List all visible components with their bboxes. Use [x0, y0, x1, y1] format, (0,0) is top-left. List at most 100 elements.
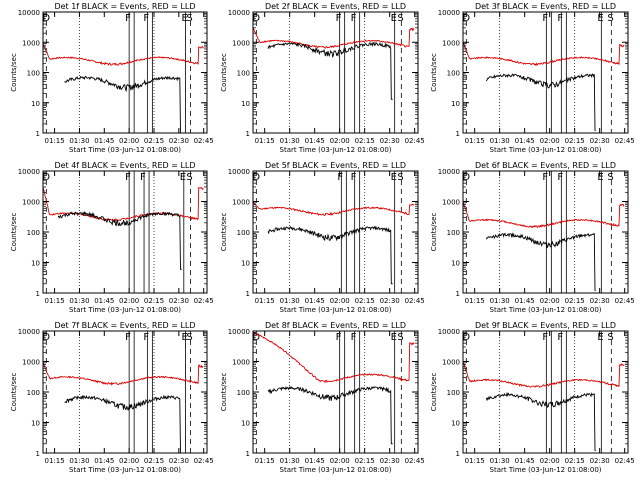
marker-label: D	[252, 332, 260, 343]
x-tick-label: 01:30	[69, 457, 89, 465]
x-tick-label: 02:45	[194, 297, 214, 305]
marker-label: S	[397, 172, 403, 183]
x-tick-label: 02:15	[144, 457, 164, 465]
x-tick-label: 02:45	[194, 457, 214, 465]
marker-label: F	[143, 332, 149, 343]
x-tick-label: 01:45	[305, 297, 325, 305]
x-tick-label: 01:30	[490, 457, 510, 465]
y-axis-label: Counts/sec	[220, 213, 228, 252]
panel-title: Det 1f BLACK = Events, RED = LLD	[54, 2, 195, 11]
panel-title: Det 7f BLACK = Events, RED = LLD	[54, 321, 195, 330]
marker-label: F	[125, 332, 131, 343]
x-tick-label: 02:45	[194, 137, 214, 145]
x-tick-label: 01:15	[255, 137, 275, 145]
x-tick-label: 02:00	[119, 297, 139, 305]
plot-frame	[252, 330, 419, 454]
y-axis-label: Counts/sec	[220, 53, 228, 92]
x-tick-label: 01:30	[280, 137, 300, 145]
marker-label: D	[42, 172, 50, 183]
x-tick-label: 01:15	[465, 137, 485, 145]
marker-label: E	[181, 332, 187, 343]
y-tick-label: 10000	[228, 168, 250, 176]
y-tick-label: 1	[456, 450, 460, 458]
x-tick-label: 02:00	[330, 457, 350, 465]
x-tick-label: 01:30	[490, 137, 510, 145]
detector-panel-5: Det 5f BLACK = Events, RED = LLD Counts/s…	[220, 161, 425, 314]
x-axis-label: Start Time (03-Jun-12 01:08:00)	[69, 466, 181, 474]
lld-series-line	[462, 361, 625, 388]
x-axis-label: Start Time (03-Jun-12 01:08:00)	[280, 146, 392, 154]
x-tick-label: 02:30	[169, 457, 189, 465]
y-tick-label: 100	[27, 70, 40, 78]
marker-label: F	[557, 332, 563, 343]
y-axis-label: Counts/sec	[10, 53, 18, 92]
plot-frame	[462, 170, 629, 294]
x-tick-label: 02:15	[565, 457, 585, 465]
y-tick-label: 100	[447, 229, 460, 237]
x-tick-label: 01:45	[94, 137, 114, 145]
y-tick-label: 1	[36, 130, 40, 138]
plot-frame	[42, 170, 208, 294]
marker-label: S	[397, 13, 403, 24]
x-tick-label: 02:30	[380, 297, 400, 305]
y-tick-label: 10	[31, 420, 40, 428]
x-tick-label: 02:00	[330, 297, 350, 305]
x-tick-label: 02:45	[615, 137, 635, 145]
events-series-line	[64, 75, 182, 134]
y-tick-label: 1	[246, 290, 250, 298]
marker-label: D	[462, 332, 470, 343]
plot-frame	[462, 330, 629, 454]
y-tick-label: 1	[456, 290, 460, 298]
x-tick-label: 02:15	[355, 137, 375, 145]
marker-label: E	[391, 332, 397, 343]
detector-panel-2: Det 2f BLACK = Events, RED = LLD Counts/s…	[220, 2, 425, 154]
x-axis-label: Start Time (03-Jun-12 01:08:00)	[69, 306, 181, 314]
y-tick-label: 10000	[228, 328, 250, 336]
marker-label: S	[186, 332, 192, 343]
events-series-line	[57, 210, 182, 270]
y-tick-label: 100	[237, 389, 250, 397]
marker-label: F	[125, 172, 131, 183]
x-tick-label: 02:00	[540, 297, 560, 305]
events-series-line	[64, 394, 182, 454]
x-tick-label: 01:15	[465, 457, 485, 465]
panel-title: Det 2f BLACK = Events, RED = LLD	[265, 2, 406, 11]
y-tick-label: 1000	[232, 359, 250, 367]
y-axis-label: Counts/sec	[430, 53, 438, 92]
marker-label: F	[542, 13, 548, 24]
plot-frame	[42, 330, 208, 454]
x-tick-label: 01:15	[45, 457, 65, 465]
x-tick-label: 01:30	[280, 457, 300, 465]
x-tick-label: 02:00	[119, 457, 139, 465]
events-series-line	[485, 232, 596, 292]
plot-frame	[42, 11, 208, 134]
lld-series-line	[252, 331, 415, 384]
y-tick-label: 100	[237, 229, 250, 237]
panel-title: Det 6f BLACK = Events, RED = LLD	[475, 161, 616, 170]
x-tick-label: 02:30	[590, 457, 610, 465]
y-tick-label: 1	[246, 130, 250, 138]
y-tick-label: 1	[36, 450, 40, 458]
y-axis-label: Counts/sec	[430, 213, 438, 252]
x-tick-label: 01:15	[255, 297, 275, 305]
y-tick-label: 1000	[442, 359, 460, 367]
marker-label: S	[607, 13, 613, 24]
x-tick-label: 02:00	[540, 457, 560, 465]
lld-series-line	[462, 42, 625, 67]
y-tick-label: 10	[31, 260, 40, 268]
lld-series-line	[42, 43, 204, 66]
x-tick-label: 02:00	[119, 137, 139, 145]
marker-label: E	[597, 332, 603, 343]
marker-label: S	[186, 13, 192, 24]
detector-panel-6: Det 6f BLACK = Events, RED = LLD Counts/s…	[430, 161, 635, 314]
marker-label: F	[143, 13, 149, 24]
marker-label: S	[607, 172, 613, 183]
detector-panel-4: Det 4f BLACK = Events, RED = LLD Counts/s…	[10, 161, 214, 314]
panel-title: Det 9f BLACK = Events, RED = LLD	[475, 321, 616, 330]
y-tick-label: 1000	[22, 359, 40, 367]
x-tick-label: 02:15	[565, 137, 585, 145]
x-tick-label: 01:45	[94, 457, 114, 465]
detector-panel-1: Det 1f BLACK = Events, RED = LLD Counts/s…	[10, 2, 214, 154]
y-tick-label: 10	[31, 100, 40, 108]
marker-label: F	[140, 172, 146, 183]
